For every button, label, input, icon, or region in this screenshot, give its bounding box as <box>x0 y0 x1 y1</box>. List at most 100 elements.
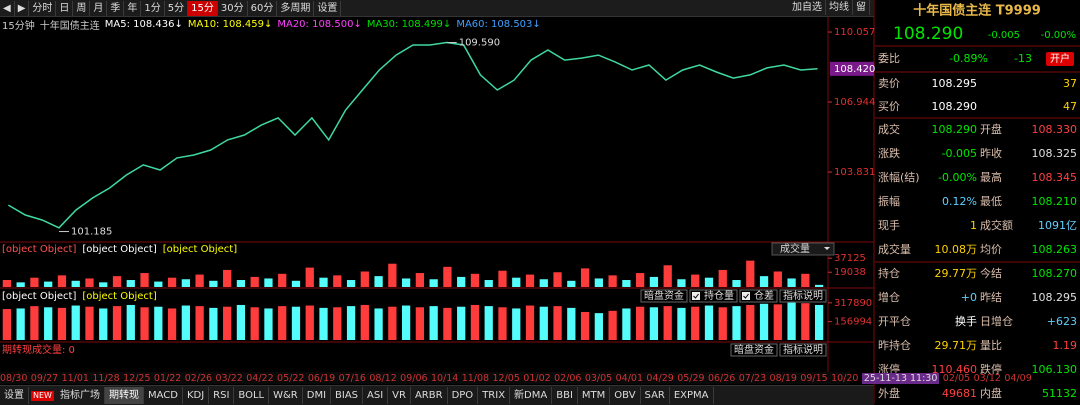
tab[interactable]: 设置 <box>0 387 29 404</box>
quote-label: 增仓 <box>878 290 900 304</box>
tab[interactable]: BBI <box>552 387 578 404</box>
ma-item: 15分钟 <box>2 20 35 32</box>
quote-value: 换手 <box>955 314 977 328</box>
period-button[interactable]: 季 <box>107 0 125 16</box>
period-button[interactable]: 30分 <box>218 0 248 16</box>
bar <box>401 305 411 340</box>
bar <box>374 276 383 287</box>
panel-button[interactable]: 持仓量 <box>689 289 738 303</box>
quote-value: 106.130 <box>1032 363 1078 376</box>
open-account-button[interactable] <box>1046 52 1074 66</box>
extreme-label: 101.185 <box>71 227 112 238</box>
x-tick-label: 03/05 <box>584 372 613 384</box>
tab[interactable]: ASI <box>363 387 389 404</box>
period-button[interactable]: 多周期 <box>277 0 315 16</box>
bar <box>636 306 645 340</box>
quote-value: 108.330 <box>1032 123 1078 136</box>
quote-label: 昨结 <box>980 291 1002 304</box>
period-button[interactable]: 设置 <box>314 0 342 16</box>
quote-value: 108.290 <box>932 123 978 136</box>
indicator-select-label: 成交量 <box>780 242 810 255</box>
button-box <box>779 343 827 357</box>
tab[interactable]: ARBR <box>411 387 448 404</box>
bar <box>580 311 590 340</box>
tab[interactable]: NEW <box>31 390 54 401</box>
quote-label: 现手 <box>878 218 900 232</box>
bar <box>470 304 480 340</box>
panel-button[interactable]: 暗盘资金 <box>730 343 778 357</box>
period-button[interactable]: 1分 <box>141 0 165 16</box>
bar <box>498 307 507 340</box>
quote-value: 108.325 <box>1032 147 1078 160</box>
panel-button[interactable]: 仓差 <box>739 289 778 303</box>
quote-value: 0.12% <box>942 195 977 208</box>
period-button[interactable]: 周 <box>73 0 91 16</box>
tab[interactable]: 新DMA <box>510 387 553 404</box>
bar <box>636 273 645 287</box>
period-button[interactable]: 5分 <box>165 0 189 16</box>
period-button[interactable]: 分时 <box>29 0 57 16</box>
quote-label: 昨收 <box>980 146 1002 160</box>
tab[interactable]: DPO <box>448 387 479 404</box>
tab[interactable]: W&R <box>269 387 303 404</box>
quote-value: -13 <box>1014 52 1032 65</box>
panel-header: [object Object] <box>163 244 237 255</box>
bar <box>718 269 727 287</box>
x-axis: 08/30 09/27 11/01 11/28 12/25 01/22 02/26 03/22… <box>0 372 1032 384</box>
tab[interactable]: EXPMA <box>670 387 714 404</box>
panel-button[interactable]: 指标说明 <box>779 343 827 357</box>
quote-label: 买价 <box>878 100 900 113</box>
y-tick-label: 19038 <box>834 267 866 278</box>
bar <box>388 263 397 287</box>
nav-arrow[interactable]: ▶ <box>15 0 30 16</box>
tab[interactable]: 期转现 <box>104 387 144 404</box>
bar <box>691 274 700 287</box>
tab[interactable]: KDJ <box>183 387 210 404</box>
panel-button[interactable]: 指标说明 <box>779 289 827 303</box>
period-button[interactable]: 年 <box>124 0 142 16</box>
tab[interactable]: TRIX <box>478 387 511 404</box>
tab[interactable]: BIAS <box>331 387 364 404</box>
x-tick-label: 02/05 <box>942 372 971 384</box>
nav-arrow[interactable]: ◀ <box>0 0 15 16</box>
bar <box>594 278 603 287</box>
quote-value: 110.460 <box>932 363 978 376</box>
x-tick-label: 11/28 <box>92 372 120 384</box>
period-button[interactable]: 15分 <box>188 0 218 16</box>
bar <box>512 308 521 340</box>
period-button[interactable]: 日 <box>56 0 74 16</box>
bar <box>57 275 67 287</box>
tab[interactable]: MACD <box>144 387 183 404</box>
y-tick-label: 110.057 <box>834 27 875 38</box>
period-button[interactable]: 60分 <box>248 0 278 16</box>
tab[interactable]: BOLL <box>234 387 270 404</box>
open-account-label[interactable]: 开户 <box>1050 52 1070 65</box>
tool-button[interactable]: 留 <box>853 0 870 15</box>
last-price-box <box>830 61 874 76</box>
tool-button[interactable]: 加自选 <box>789 0 826 15</box>
bar <box>484 280 493 287</box>
tab[interactable]: DMI <box>303 387 332 404</box>
tab[interactable]: MTM <box>578 387 611 404</box>
bar <box>746 304 755 340</box>
period-button[interactable]: 月 <box>90 0 108 16</box>
tab[interactable]: 指标广场 <box>56 387 105 404</box>
bar <box>112 306 122 340</box>
bar <box>360 304 369 340</box>
bar <box>649 307 659 340</box>
tab[interactable]: SAR <box>641 387 670 404</box>
x-tick-label: 01/22 <box>153 372 182 384</box>
tab[interactable]: RSI <box>209 387 235 404</box>
quote-label: 37 <box>1063 77 1077 90</box>
bar <box>401 278 411 287</box>
tool-button[interactable]: 均线 <box>826 0 853 15</box>
bar <box>236 280 246 287</box>
panel-button[interactable]: 暗盘资金 <box>640 289 688 303</box>
quote-label: 内盘 <box>980 386 1002 400</box>
tab[interactable]: OBV <box>610 387 641 404</box>
tab[interactable]: VR <box>388 387 411 404</box>
quote-label: 成交额 <box>980 218 1013 232</box>
checkmark <box>693 293 699 299</box>
